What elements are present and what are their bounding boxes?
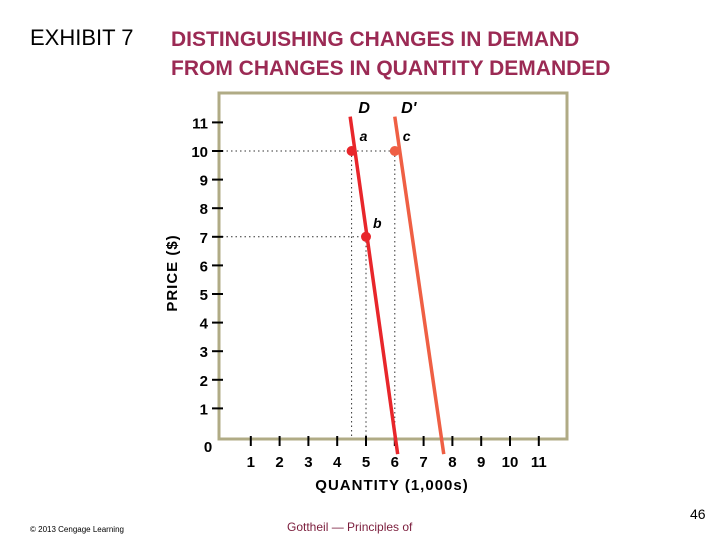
x-tick-label: 7 — [419, 454, 427, 471]
y-tick-label: 4 — [200, 316, 209, 333]
origin-label: 0 — [204, 439, 212, 456]
demand-curve-d-label: D — [358, 100, 370, 117]
point-a-label: a — [360, 128, 368, 144]
y-tick-label: 7 — [200, 230, 208, 247]
point-b-label: b — [373, 215, 382, 231]
y-tick-label: 8 — [200, 201, 208, 218]
y-tick-label: 10 — [191, 144, 208, 161]
y-tick-label: 1 — [200, 401, 208, 418]
demand-curve-d-prime — [393, 116, 446, 455]
y-axis-title: PRICE ($) — [164, 234, 181, 311]
x-axis-title: QUANTITY (1,000s) — [315, 477, 468, 494]
x-tick-label: 4 — [333, 454, 342, 471]
copyright-notice: © 2013 Cengage Learning — [30, 525, 124, 534]
footer-credit: Gottheil — Principles of — [287, 520, 413, 534]
x-tick-label: 5 — [362, 454, 370, 471]
demand-curve-d-prime-label: D' — [401, 100, 418, 117]
page-number: 46 — [690, 506, 706, 522]
x-tick-label: 8 — [448, 454, 456, 471]
y-tick-label: 11 — [192, 115, 208, 132]
demand-curve-d — [348, 116, 400, 455]
x-tick-label: 9 — [477, 454, 485, 471]
slide-title: DISTINGUISHING CHANGES IN DEMAND FROM CH… — [171, 28, 611, 80]
y-tick-label: 2 — [200, 373, 208, 390]
x-tick-label: 2 — [275, 454, 283, 471]
point-c — [389, 146, 400, 156]
y-tick-label: 9 — [200, 173, 208, 190]
y-tick-label: 3 — [200, 344, 208, 361]
exhibit-number: EXHIBIT 7 — [30, 25, 134, 50]
point-a — [346, 146, 357, 156]
y-tick-label: 5 — [200, 287, 208, 304]
x-tick-label: 6 — [391, 454, 399, 471]
x-tick-label: 3 — [304, 454, 312, 471]
plot-frame — [217, 91, 569, 441]
x-tick-label: 1 — [247, 454, 255, 471]
x-tick-label: 10 — [502, 454, 519, 471]
y-tick-label: 6 — [200, 258, 208, 275]
point-c-label: c — [403, 128, 411, 144]
x-tick-label: 11 — [531, 454, 547, 471]
point-b — [361, 231, 371, 242]
